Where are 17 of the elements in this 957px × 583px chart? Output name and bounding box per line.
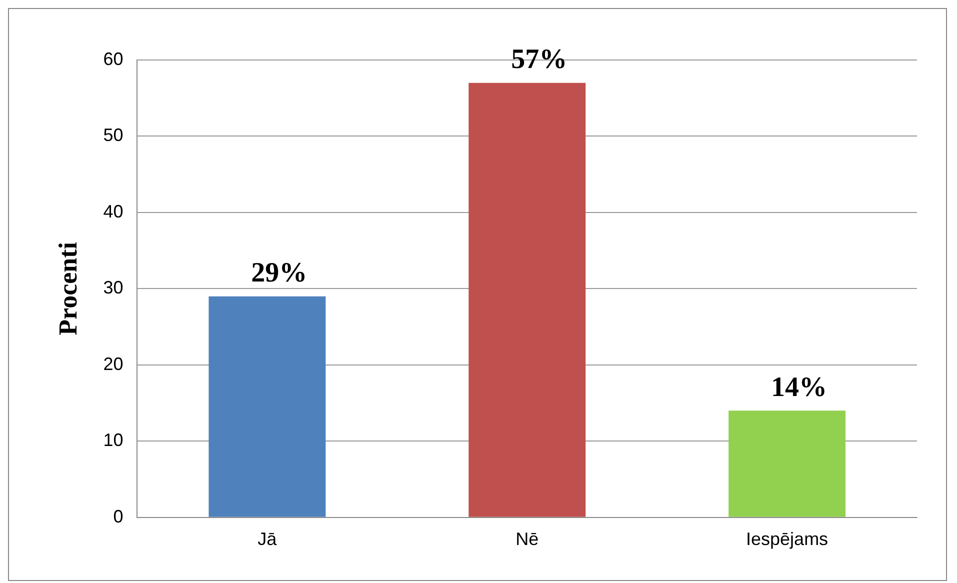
x-tick-label: Iespējams xyxy=(746,529,828,550)
y-tick-label: 50 xyxy=(103,125,124,146)
y-axis-title: Procenti xyxy=(53,242,82,336)
y-tick-label: 60 xyxy=(103,48,124,69)
data-label: 14% xyxy=(771,372,828,403)
y-tick-label: 40 xyxy=(103,201,124,222)
y-tick-label: 30 xyxy=(103,278,124,298)
y-tick-label: 20 xyxy=(103,354,124,374)
data-label: 29% xyxy=(251,258,308,289)
bar xyxy=(728,410,846,517)
bar xyxy=(208,296,326,517)
bar xyxy=(468,82,586,517)
y-tick-label: 0 xyxy=(113,506,124,526)
x-tick-label: Jā xyxy=(258,529,278,550)
x-tick-label: Nē xyxy=(516,529,539,550)
y-tick-label: 10 xyxy=(103,430,124,450)
data-label: 57% xyxy=(511,44,568,76)
